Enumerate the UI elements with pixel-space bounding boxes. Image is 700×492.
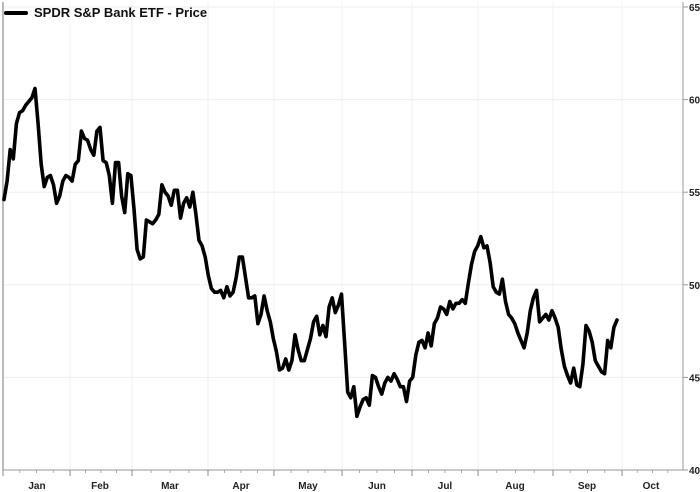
- x-axis-ticks: [2, 470, 669, 476]
- y-axis-label: 45: [689, 373, 700, 384]
- x-axis-label: May: [298, 481, 318, 492]
- y-axis-label: 55: [689, 188, 700, 199]
- x-axis-label: Apr: [232, 481, 249, 492]
- x-axis-label: Jul: [438, 481, 453, 492]
- x-axis-label: Jun: [368, 481, 386, 492]
- y-axis-label: 40: [689, 466, 700, 477]
- x-axis-labels: Jan Feb Mar Apr May Jun Jul Aug Sep Oct: [28, 481, 660, 492]
- x-axis-label: Aug: [505, 481, 524, 492]
- x-axis-label: Sep: [578, 481, 596, 492]
- y-axis-label: 50: [689, 281, 700, 292]
- vertical-gridlines: [69, 2, 623, 470]
- x-axis-label: Mar: [161, 481, 179, 492]
- legend-label: SPDR S&P Bank ETF - Price: [34, 5, 208, 20]
- x-axis-label: Oct: [643, 481, 660, 492]
- legend-line-swatch-icon: [4, 10, 28, 15]
- price-line-series: [2, 86, 619, 419]
- y-axis-label: 60: [689, 96, 700, 107]
- legend: SPDR S&P Bank ETF - Price: [4, 5, 207, 20]
- y-axis-labels: 40 45 50 55 60 65: [689, 3, 700, 477]
- x-axis-label: Feb: [91, 481, 109, 492]
- y-axis-label: 65: [689, 3, 700, 14]
- x-axis-label: Jan: [28, 481, 45, 492]
- y-axis-ticks: [683, 6, 688, 471]
